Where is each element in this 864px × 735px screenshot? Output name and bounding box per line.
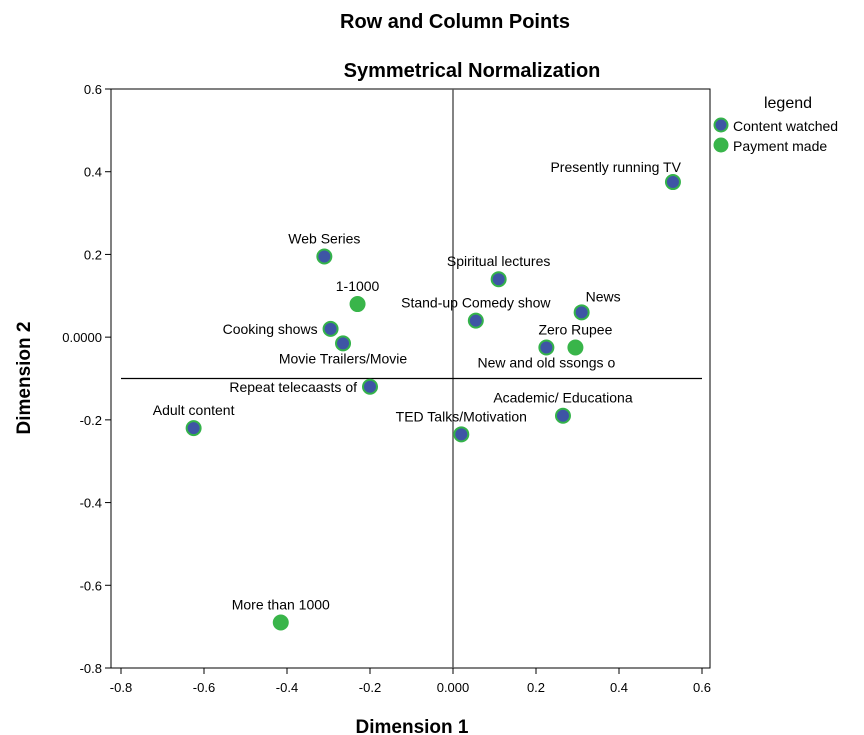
point-label: Stand-up Comedy show (401, 295, 551, 311)
point-label: Zero Rupee (538, 321, 612, 337)
point-label: Repeat telecaasts of (229, 379, 357, 395)
y-tick-label: 0.6 (84, 82, 102, 97)
point-payment (567, 339, 584, 356)
point-content (185, 420, 202, 437)
x-axis-title: Dimension 1 (356, 717, 469, 735)
point-content (335, 335, 352, 352)
legend-marker-content-watched (713, 117, 729, 133)
y-tick-label: -0.8 (80, 661, 102, 676)
y-tick-label: -0.6 (80, 578, 102, 593)
chart-subtitle: Symmetrical Normalization (344, 60, 601, 82)
x-tick-label: 0.000 (437, 680, 470, 695)
point-label: News (586, 288, 621, 304)
point-content (538, 339, 555, 356)
y-axis-title: Dimension 2 (14, 322, 35, 435)
legend: legend Content watched Payment made (713, 95, 838, 154)
plot-frame (110, 88, 711, 669)
x-tick-label: -0.4 (276, 680, 298, 695)
point-content (467, 312, 484, 329)
x-tick-label: -0.6 (193, 680, 215, 695)
x-tick-label: 0.2 (527, 680, 545, 695)
data-points: Presently running TV Web Series Spiritual … (153, 159, 682, 631)
y-tick-label: 0.2 (84, 247, 102, 262)
point-label: Academic/ Educationa (493, 390, 633, 406)
x-tick-label: -0.2 (359, 680, 381, 695)
point-label: New and old ssongs o (477, 354, 615, 370)
point-payment (349, 296, 366, 313)
legend-label-content-watched: Content watched (733, 118, 838, 134)
point-content (664, 174, 681, 191)
point-label: 1-1000 (336, 278, 380, 294)
y-axis: 0.6 0.4 0.2 0.0000 -0.2 -0.4 -0.6 -0.8 (62, 82, 111, 676)
point-content (316, 248, 333, 265)
point-label: More than 1000 (232, 597, 330, 613)
y-tick-label: -0.4 (80, 496, 102, 511)
point-label: TED Talks/Motivation (396, 408, 527, 424)
point-label: Spiritual lectures (447, 253, 551, 269)
x-tick-label: -0.8 (110, 680, 132, 695)
x-tick-label: 0.6 (693, 680, 711, 695)
y-tick-label: 0.0000 (62, 330, 102, 345)
point-content (490, 271, 507, 288)
point-content (322, 320, 339, 337)
point-content (362, 378, 378, 395)
point-label: Adult content (153, 402, 235, 418)
point-label: Web Series (288, 230, 360, 246)
point-label: Movie Trailers/Movie (279, 350, 408, 366)
x-tick-label: 0.4 (610, 680, 628, 695)
point-content (453, 426, 470, 443)
reference-lines (121, 89, 702, 668)
chart-title: Row and Column Points (340, 11, 570, 33)
point-label: Cooking shows (223, 321, 318, 337)
point-label: Presently running TV (550, 159, 681, 175)
legend-title: legend (764, 95, 812, 112)
y-tick-label: 0.4 (84, 165, 102, 180)
legend-marker-payment-made (713, 137, 729, 153)
x-axis: -0.8 -0.6 -0.4 -0.2 0.000 0.2 0.4 0.6 (110, 668, 711, 695)
legend-label-payment-made: Payment made (733, 138, 827, 154)
point-content (554, 407, 571, 424)
y-tick-label: -0.2 (80, 413, 102, 428)
point-content (573, 304, 590, 321)
point-payment (272, 614, 289, 631)
